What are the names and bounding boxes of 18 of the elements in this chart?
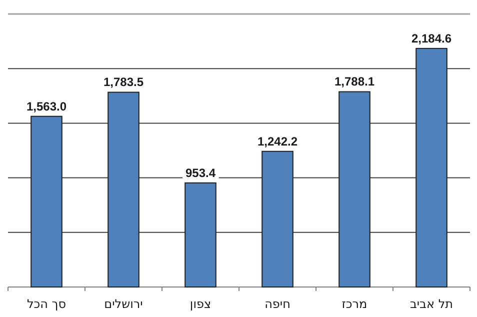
x-tick-label: ירושלים xyxy=(104,297,143,311)
bar xyxy=(184,182,216,288)
bar xyxy=(30,116,62,288)
bar xyxy=(262,150,294,288)
bar xyxy=(338,91,370,288)
x-tick-label: חיפה xyxy=(264,297,290,311)
data-label: 1,242.2 xyxy=(257,134,298,148)
data-label: 1,783.5 xyxy=(103,75,144,90)
bar xyxy=(416,48,448,288)
x-tick-label: תל אביב xyxy=(410,297,454,311)
bar xyxy=(108,92,140,288)
data-label: 2,184.6 xyxy=(411,31,452,46)
data-label: 1,563.0 xyxy=(26,99,67,114)
data-label: 1,788.1 xyxy=(334,74,375,89)
x-tick-label: צפון xyxy=(190,297,212,311)
x-tick-label: סך הכל xyxy=(26,297,66,311)
data-label: 953.4 xyxy=(185,166,216,180)
x-tick-label: מרכז xyxy=(342,297,368,311)
